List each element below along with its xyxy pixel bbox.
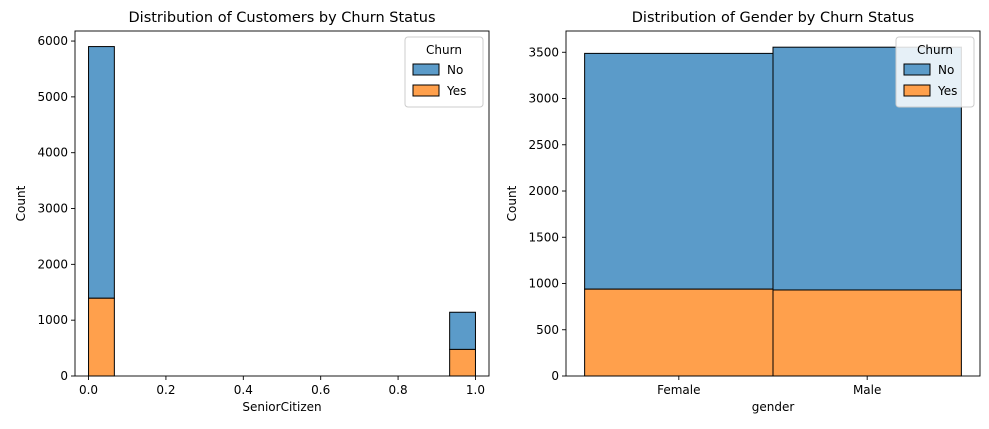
y-tick-label: 3000 — [37, 202, 68, 216]
y-tick-label: 1000 — [37, 313, 68, 327]
y-axis-label: Count — [505, 185, 519, 221]
y-tick-label: 4000 — [37, 146, 68, 160]
y-tick-label: 1000 — [528, 277, 559, 291]
legend-swatch-yes — [412, 84, 440, 97]
x-tick-label: 0.0 — [79, 383, 98, 397]
x-tick-label: 0.6 — [311, 383, 330, 397]
y-tick-label: 1500 — [528, 230, 559, 244]
bar-no-0 — [88, 46, 115, 299]
bar-yes-0 — [88, 297, 115, 377]
chart-title: Distribution of Gender by Churn Status — [632, 10, 914, 26]
y-tick-label: 0 — [60, 369, 68, 383]
bar-yes-0 — [584, 288, 774, 377]
legend-title: Churn — [426, 43, 462, 57]
y-tick-label: 2000 — [528, 184, 559, 198]
legend: Churn No Yes — [895, 36, 975, 108]
chart-title: Distribution of Customers by Churn Statu… — [129, 10, 436, 26]
x-tick-label: 1.0 — [466, 383, 485, 397]
bar-no-0 — [584, 52, 774, 290]
axes-frame — [565, 30, 981, 377]
y-axis-label: Count — [14, 185, 28, 221]
x-axis-label: gender — [752, 400, 795, 414]
chart-gender: 0 500 1000 1500 2000 2500 3000 3500 Female Male Di… — [505, 10, 981, 414]
legend-swatch-no — [903, 63, 931, 76]
bar-no-1 — [449, 311, 476, 350]
legend-label-no: No — [447, 63, 463, 77]
bar-yes-1 — [449, 348, 476, 377]
x-tick-label: 0.4 — [234, 383, 253, 397]
legend-label-no: No — [938, 63, 954, 77]
y-tick-label: 2000 — [37, 257, 68, 271]
x-tick-label: Male — [853, 383, 881, 397]
legend-label-yes: Yes — [937, 84, 957, 98]
legend: Churn No Yes — [404, 36, 484, 108]
y-tick-label: 5000 — [37, 90, 68, 104]
x-tick-label: 0.2 — [156, 383, 175, 397]
y-tick-label: 3500 — [528, 45, 559, 59]
y-tick-label: 500 — [536, 323, 559, 337]
axes-frame — [74, 30, 490, 377]
y-tick-label: 6000 — [37, 34, 68, 48]
chart-senior-citizen: 0 1000 2000 3000 4000 5000 6000 0.0 0.2 0.4 0.6 0.8… — [14, 10, 490, 414]
y-tick-label: 3000 — [528, 92, 559, 106]
legend-label-yes: Yes — [446, 84, 466, 98]
y-tick-label: 2500 — [528, 138, 559, 152]
y-tick-label: 0 — [551, 369, 559, 383]
legend-title: Churn — [917, 43, 953, 57]
x-tick-label: 0.8 — [389, 383, 408, 397]
x-axis-label: SeniorCitizen — [242, 400, 321, 414]
bar-yes-1 — [772, 289, 962, 377]
legend-swatch-yes — [903, 84, 931, 97]
legend-swatch-no — [412, 63, 440, 76]
x-tick-label: Female — [657, 383, 700, 397]
